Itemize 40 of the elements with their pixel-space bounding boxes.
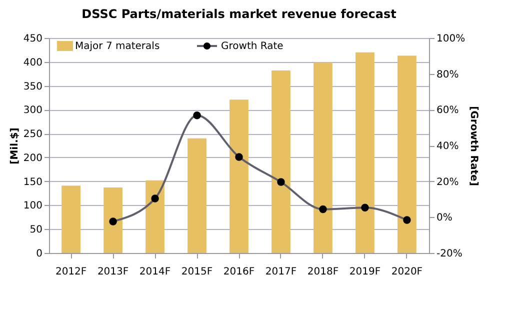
bar bbox=[104, 188, 122, 253]
bar bbox=[188, 138, 206, 253]
bar bbox=[62, 186, 80, 253]
x-tick-label: 2012F bbox=[55, 266, 87, 278]
x-tick-label: 2013F bbox=[97, 266, 129, 278]
x-tick-label: 2016F bbox=[223, 266, 255, 278]
y-tick-label: 350 bbox=[23, 81, 42, 92]
y2-tick-label: 60% bbox=[436, 105, 459, 116]
x-tick-label: 2017F bbox=[265, 266, 297, 278]
y-tick-label: 250 bbox=[23, 129, 42, 140]
y-tick-label: 150 bbox=[23, 176, 42, 188]
y2-tick-label: 20% bbox=[436, 176, 459, 188]
y-tick-label: 200 bbox=[23, 152, 42, 164]
bar bbox=[356, 52, 374, 253]
y-tick-label: 450 bbox=[23, 34, 42, 44]
y2-tick-label: 0% bbox=[436, 212, 452, 224]
bar bbox=[146, 180, 164, 253]
x-tick-label: 2020F bbox=[391, 266, 423, 278]
y-tick-label: 0 bbox=[36, 248, 42, 260]
y2-tick-label: -20% bbox=[436, 248, 462, 260]
x-tick-label: 2014F bbox=[139, 266, 171, 278]
x-tick-label: 2015F bbox=[181, 266, 213, 278]
y2-tick-label: 100% bbox=[436, 34, 466, 44]
y-tick-label: 50 bbox=[30, 224, 42, 236]
legend-label: Growth Rate bbox=[221, 41, 284, 52]
x-tick-label: 2019F bbox=[349, 266, 381, 278]
legend-label: Major 7 materals bbox=[75, 41, 160, 52]
y-tick-label: 300 bbox=[23, 105, 42, 116]
y-tick-label: 400 bbox=[23, 57, 42, 68]
bar bbox=[272, 70, 290, 253]
y2-tick-label: 40% bbox=[436, 141, 459, 152]
y2-axis-title: [Growth Rate] bbox=[468, 106, 480, 186]
bar bbox=[398, 56, 416, 253]
y-axis-title: [Mil.$] bbox=[9, 128, 20, 164]
y-tick-label: 100 bbox=[23, 200, 42, 212]
y2-tick-label: 80% bbox=[436, 69, 459, 80]
bar bbox=[230, 100, 248, 253]
bar bbox=[314, 62, 332, 253]
chart-title: DSSC Parts/materials market revenue forecast bbox=[82, 7, 397, 21]
x-tick-label: 2018F bbox=[307, 266, 339, 278]
